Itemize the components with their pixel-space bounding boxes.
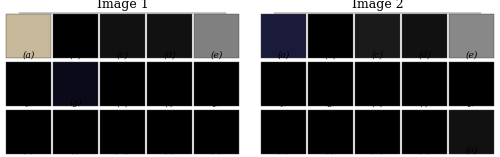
Text: Image 1: Image 1	[96, 0, 148, 11]
Bar	[147, 62, 192, 106]
Bar	[194, 14, 239, 58]
Text: (b): (b)	[69, 51, 82, 60]
Text: (a): (a)	[22, 51, 34, 60]
Text: (l): (l)	[70, 146, 81, 155]
Text: (c): (c)	[372, 51, 384, 60]
Bar	[449, 110, 494, 154]
Bar	[6, 62, 51, 106]
Text: (c): (c)	[116, 51, 128, 60]
Text: (b): (b)	[324, 51, 337, 60]
Bar	[261, 62, 306, 106]
Bar	[355, 14, 400, 58]
Bar	[147, 14, 192, 58]
Bar	[53, 110, 98, 154]
Bar	[402, 110, 447, 154]
Text: (o): (o)	[466, 146, 477, 155]
Text: (e): (e)	[466, 51, 477, 60]
Bar	[6, 110, 51, 154]
Bar	[261, 110, 306, 154]
Text: (o): (o)	[210, 146, 222, 155]
Bar	[6, 14, 51, 58]
Bar	[355, 110, 400, 154]
Text: (g): (g)	[69, 98, 82, 107]
Text: (n): (n)	[418, 146, 431, 155]
Bar	[261, 14, 306, 58]
Bar	[100, 14, 145, 58]
Bar	[194, 62, 239, 106]
Text: (m): (m)	[370, 146, 385, 155]
Bar	[100, 110, 145, 154]
Text: (a): (a)	[278, 51, 289, 60]
Text: (j): (j)	[466, 98, 476, 107]
Text: Image 2: Image 2	[352, 0, 404, 11]
Text: (d): (d)	[163, 51, 176, 60]
Text: (f): (f)	[278, 98, 288, 107]
Bar	[402, 62, 447, 106]
Text: (k): (k)	[278, 146, 290, 155]
Bar	[53, 14, 98, 58]
Bar	[402, 14, 447, 58]
Text: (j): (j)	[212, 98, 222, 107]
Bar	[194, 110, 239, 154]
Bar	[53, 62, 98, 106]
Bar	[308, 14, 353, 58]
Text: (m): (m)	[115, 146, 130, 155]
Bar	[308, 110, 353, 154]
Text: (l): (l)	[326, 146, 336, 155]
Text: (k): (k)	[22, 146, 35, 155]
Bar	[147, 110, 192, 154]
Bar	[355, 62, 400, 106]
Bar	[449, 62, 494, 106]
Text: (h): (h)	[371, 98, 384, 107]
Text: (d): (d)	[418, 51, 431, 60]
Text: (i): (i)	[420, 98, 430, 107]
Text: (g): (g)	[324, 98, 337, 107]
Text: (n): (n)	[163, 146, 176, 155]
Text: (f): (f)	[24, 98, 34, 107]
Bar	[449, 14, 494, 58]
Text: (e): (e)	[210, 51, 222, 60]
Text: (i): (i)	[164, 98, 174, 107]
Text: (h): (h)	[116, 98, 129, 107]
Bar	[308, 62, 353, 106]
Bar	[100, 62, 145, 106]
